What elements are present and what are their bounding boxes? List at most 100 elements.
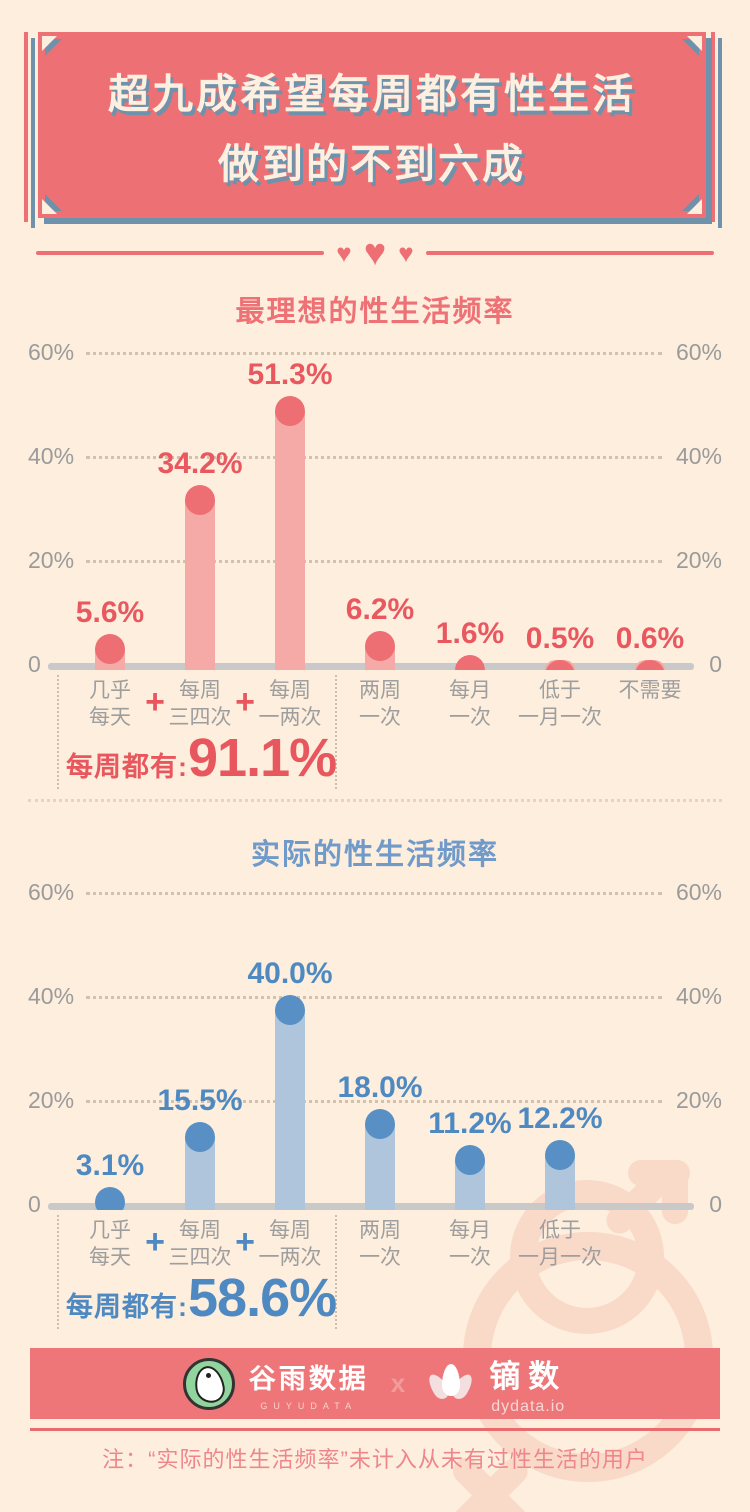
x-axis-label-line: 三四次 bbox=[168, 1246, 232, 1269]
y-axis-tick-right: 40% bbox=[675, 983, 722, 1009]
plus-icon: + bbox=[145, 683, 165, 721]
bar-dot bbox=[185, 485, 215, 516]
bar-dot bbox=[635, 659, 665, 670]
gridline bbox=[86, 560, 662, 563]
x-axis-label-line: 几乎 bbox=[89, 679, 131, 702]
y-axis-tick-right: 60% bbox=[675, 879, 722, 905]
bar bbox=[545, 660, 575, 670]
guyudata-logo-text: 谷雨数据 GUYUDATA bbox=[249, 1357, 369, 1411]
corner-ornament bbox=[687, 199, 702, 214]
dydata-logo-text: 镝数 dydata.io bbox=[489, 1351, 567, 1416]
x-axis-label-line: 每周 bbox=[179, 1219, 221, 1242]
divider-line bbox=[425, 251, 714, 255]
bar-dot bbox=[95, 1186, 125, 1210]
y-axis-tick-left: 20% bbox=[28, 547, 75, 573]
guyudata-logo-icon bbox=[182, 1357, 235, 1410]
group-bracket-line bbox=[335, 675, 337, 789]
gridline bbox=[86, 892, 662, 895]
x-axis-label: 几乎 每天 bbox=[54, 677, 166, 731]
bar bbox=[365, 630, 395, 670]
y-axis-tick-left: 40% bbox=[28, 983, 75, 1009]
y-axis-tick-left: 60% bbox=[28, 339, 75, 365]
y-axis-tick-right: 0 bbox=[709, 1191, 722, 1217]
x-axis-label-line: 一次 bbox=[449, 1246, 491, 1269]
x-axis-label-line: 一月一次 bbox=[518, 1246, 602, 1269]
plus-icon: + bbox=[235, 683, 255, 721]
dydata-name: 镝数 bbox=[489, 1359, 568, 1394]
footnote: 注：“实际的性生活频率”未计入从未有过性生活的用户 bbox=[102, 1447, 648, 1472]
group-bracket-line bbox=[57, 675, 59, 789]
x-axis-label-line: 两周 bbox=[359, 679, 401, 702]
x-axis-label: 两周 一次 bbox=[324, 1217, 436, 1271]
x-axis-label-line: 低于 bbox=[539, 679, 581, 702]
y-axis-tick-right: 60% bbox=[675, 339, 722, 365]
bar-value-label: 6.2% bbox=[345, 592, 415, 626]
divider-line bbox=[36, 251, 325, 255]
bar bbox=[455, 1144, 485, 1210]
weekly-total-value: 91.1% bbox=[188, 728, 337, 788]
bar-body bbox=[275, 995, 305, 1210]
bar-dot bbox=[275, 396, 305, 427]
bar-dot bbox=[365, 1109, 395, 1140]
bar-value-label: 0.5% bbox=[525, 622, 595, 656]
x-axis-label-line: 一次 bbox=[359, 1246, 401, 1269]
y-axis-tick-left: 60% bbox=[28, 879, 75, 905]
x-axis-label-line: 一两次 bbox=[258, 1246, 322, 1269]
bar-body bbox=[185, 485, 215, 670]
plus-icon: + bbox=[145, 1223, 165, 1261]
x-axis-label-line: 每周 bbox=[269, 1219, 311, 1242]
bar-value-label: 12.2% bbox=[517, 1101, 603, 1135]
x-axis-label-line: 每月 bbox=[449, 1219, 491, 1242]
bar bbox=[275, 396, 305, 670]
bird-body bbox=[191, 1363, 227, 1405]
weekly-total-label: 每周都有: bbox=[66, 1292, 188, 1322]
male-symbol-arrowhead-v-watermark bbox=[662, 1162, 688, 1224]
bar-value-label: 34.2% bbox=[157, 447, 243, 481]
bar-dot bbox=[545, 1139, 575, 1170]
y-axis-tick-left: 20% bbox=[28, 1087, 75, 1113]
actual-frequency-chart-title: 实际的性生活频率 bbox=[250, 839, 499, 871]
weekly-total-value: 58.6% bbox=[188, 1268, 337, 1328]
bar-value-label: 3.1% bbox=[75, 1148, 145, 1182]
gridline bbox=[86, 456, 662, 459]
page-title-line1: 超九成希望每周都有性生活 bbox=[108, 71, 636, 117]
x-axis-label-line: 低于 bbox=[539, 1219, 581, 1242]
bar bbox=[95, 633, 125, 670]
x-axis-label-line: 三四次 bbox=[168, 706, 232, 729]
x-axis-label: 每周 三四次 bbox=[144, 677, 256, 731]
x-axis-label: 几乎 每天 bbox=[54, 1217, 166, 1271]
banner-side-line-blue-right bbox=[718, 38, 722, 228]
bar bbox=[455, 654, 485, 670]
logo-separator-x: x bbox=[390, 1368, 406, 1398]
x-axis-label: 每周 一两次 bbox=[234, 677, 346, 731]
heart-icon: ♥ bbox=[363, 232, 387, 274]
bar bbox=[95, 1186, 125, 1210]
x-axis-label: 不需要 bbox=[594, 677, 706, 704]
bar-value-label: 0.6% bbox=[615, 621, 685, 655]
y-axis-tick-right: 0 bbox=[709, 651, 722, 677]
hearts-divider: ♥ ♥ ♥ bbox=[0, 233, 750, 273]
x-axis-label: 每月 一次 bbox=[414, 677, 526, 731]
x-axis-label-line: 不需要 bbox=[618, 679, 682, 702]
dydata-logo-icon bbox=[425, 1361, 477, 1407]
lotus-petal bbox=[442, 1363, 461, 1396]
y-axis-tick-left: 40% bbox=[28, 443, 75, 469]
bar-dot bbox=[455, 1144, 485, 1175]
weekly-total-summary: 每周都有: 91.1% bbox=[66, 727, 337, 789]
gridline bbox=[86, 1100, 662, 1103]
x-axis-label-line: 几乎 bbox=[89, 1219, 131, 1242]
x-axis-label: 两周 一次 bbox=[324, 677, 436, 731]
banner-side-line-red-left bbox=[24, 32, 28, 222]
bar-value-label: 51.3% bbox=[247, 358, 333, 392]
x-axis-label: 低于 一月一次 bbox=[504, 1217, 616, 1271]
y-axis-tick-left: 0 bbox=[28, 1191, 41, 1217]
footer-rule-line bbox=[30, 1428, 720, 1431]
x-axis-label: 每周 三四次 bbox=[144, 1217, 256, 1271]
bar-value-label: 18.0% bbox=[337, 1071, 423, 1105]
x-axis-label-line: 每天 bbox=[89, 706, 131, 729]
bar-dot bbox=[95, 633, 125, 664]
page-title-line2: 做到的不到六成 bbox=[218, 141, 526, 187]
gridline bbox=[86, 996, 662, 999]
